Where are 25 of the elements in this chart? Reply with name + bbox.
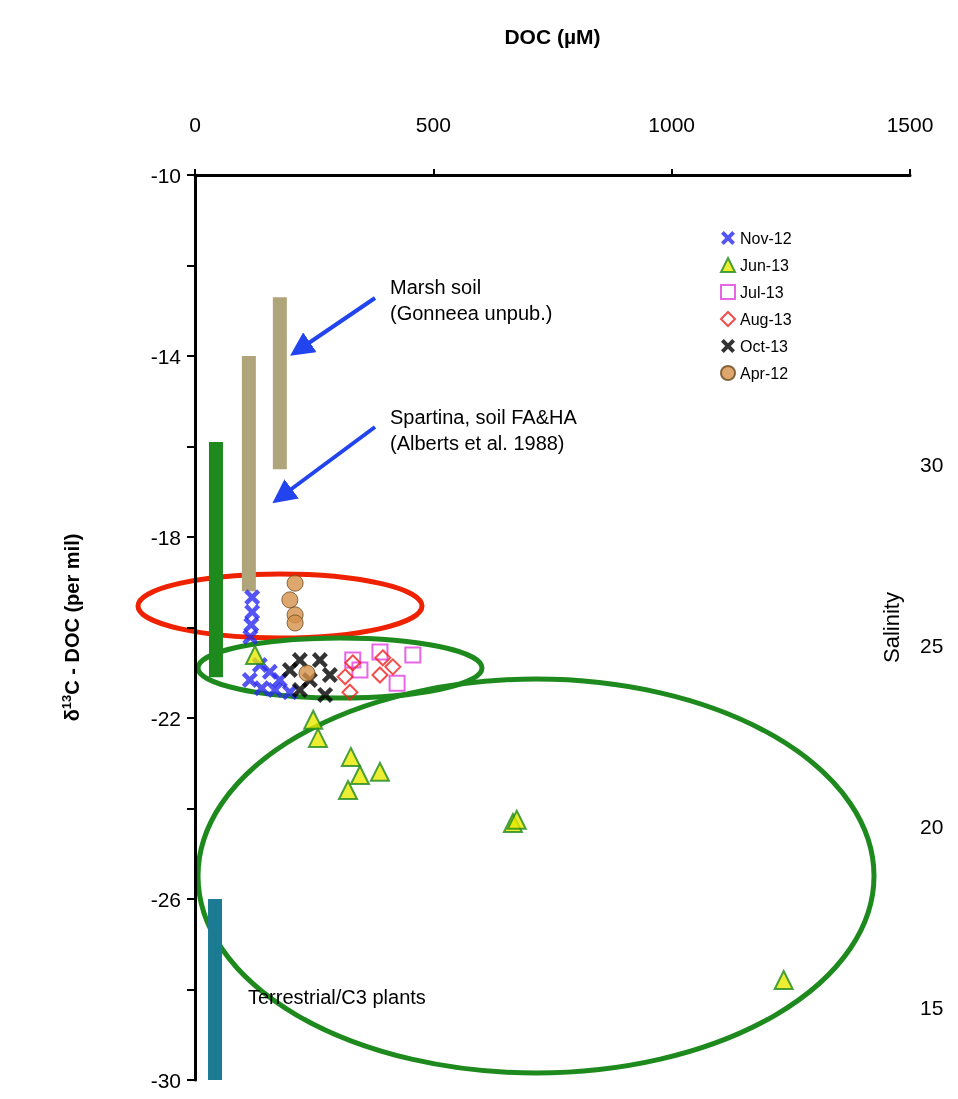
y-tick-label: -14 — [150, 344, 182, 368]
y2-tick-label: 20 — [920, 815, 944, 839]
y-tick-label: -30 — [150, 1068, 181, 1092]
y-axis-title: δ13C - DOC (per mil) — [59, 533, 83, 722]
y2-tick-label: 15 — [920, 996, 944, 1020]
y2-tick-label: 25 — [920, 634, 944, 658]
legend-label: Nov-12 — [740, 229, 792, 247]
y-tick-label: -10 — [150, 163, 181, 187]
y-tick-label: -22 — [150, 706, 181, 730]
annotation: Marsh soil (Gonneea unpub.) — [390, 276, 553, 324]
y2-tick-label: 30 — [920, 453, 944, 477]
x-tick-label: 1000 — [648, 113, 696, 136]
x-tick-label: 500 — [415, 113, 451, 136]
legend-label: Jul-13 — [740, 283, 784, 301]
y-tick-label: -18 — [150, 525, 181, 549]
x-axis-title: DOC (µM) — [504, 25, 601, 48]
x-tick-label: 0 — [189, 113, 201, 136]
legend-label: Aug-13 — [740, 310, 792, 328]
legend-label: Apr-12 — [740, 364, 789, 382]
y2-axis-title: Salinity — [878, 592, 904, 663]
legend-label: Jun-13 — [740, 256, 790, 274]
legend-label: Oct-13 — [740, 337, 789, 355]
x-tick-label: 1500 — [886, 113, 934, 136]
annotation: Spartina, soil FA&HA (Alberts et al. 1988) — [390, 406, 578, 454]
y-tick-label: -26 — [150, 887, 181, 911]
